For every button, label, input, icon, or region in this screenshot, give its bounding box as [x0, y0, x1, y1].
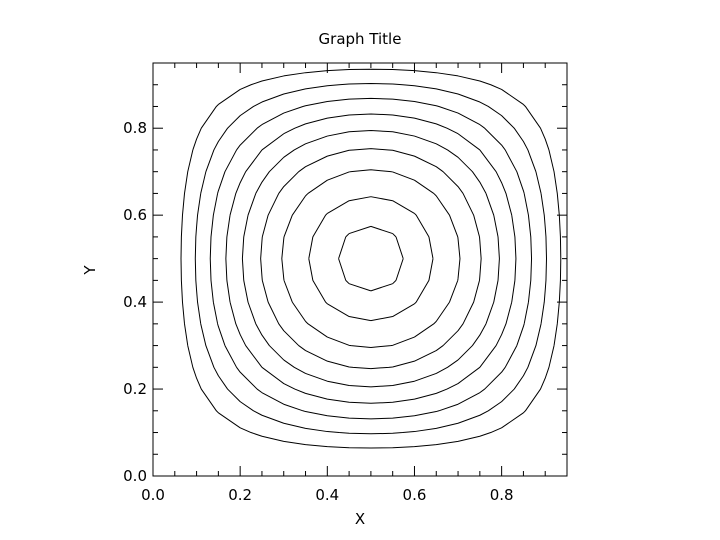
contour-line-4: [241, 129, 500, 388]
y-tick-label: 0.4: [123, 293, 147, 311]
y-tick-label: 0.6: [123, 206, 147, 224]
contour-line-2: [209, 97, 533, 420]
contour-line-1: [194, 82, 547, 435]
x-axis-label: X: [355, 510, 365, 528]
y-tick-label: 0.2: [123, 380, 147, 398]
y-tick-label: 0.8: [123, 119, 147, 137]
plot-frame: [152, 62, 568, 477]
contour-lines: [180, 68, 562, 449]
x-tick-label: 0.2: [228, 486, 252, 504]
y-tick-label: 0.0: [123, 467, 147, 485]
contour-line-6: [281, 169, 461, 348]
contour-line-0: [180, 68, 562, 449]
x-tick-label: 0.6: [403, 486, 427, 504]
x-tick-label: 0.4: [315, 486, 339, 504]
contour-line-7: [308, 196, 434, 322]
contour-line-5: [260, 148, 482, 370]
axis-ticks: 0.0 0.2 0.4 0.6 0.8 0.0 0.2 0.4 0.6 0.8: [123, 62, 568, 504]
y-axis-label: Y: [81, 265, 99, 276]
contour-line-3: [225, 113, 517, 404]
chart-title: Graph Title: [319, 30, 402, 48]
x-tick-label: 0.0: [141, 486, 165, 504]
contour-line-8: [338, 225, 404, 292]
x-tick-label: 0.8: [490, 486, 514, 504]
